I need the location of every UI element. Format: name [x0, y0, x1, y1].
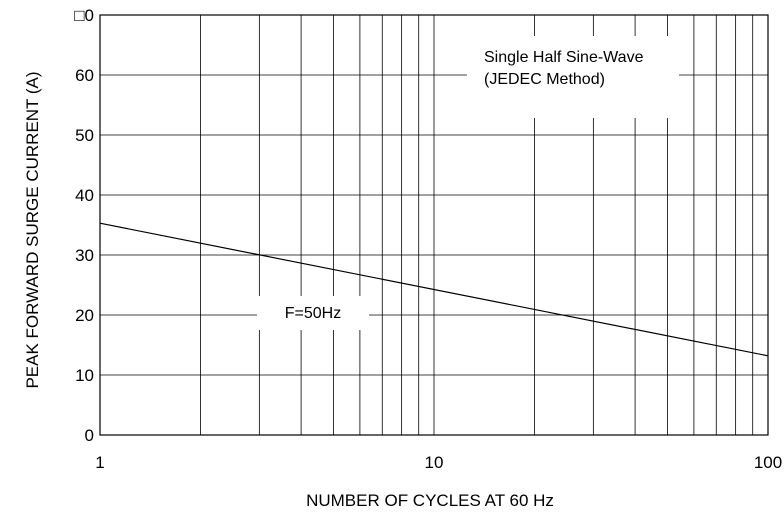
y-axis-title: PEAK FORWARD SURGE CURRENT (A) [23, 71, 42, 388]
x-axis-title: NUMBER OF CYCLES AT 60 Hz [306, 491, 554, 510]
annotation-background [467, 36, 679, 118]
x-tick-label: 10 [425, 453, 444, 472]
y-tick-label: 30 [75, 246, 94, 265]
y-tick-label: 20 [75, 306, 94, 325]
x-tick-label: 100 [754, 453, 782, 472]
y-tick-label: □0 [74, 6, 94, 25]
annotation-method-line1: Single Half Sine-Wave [484, 49, 644, 66]
y-tick-label: 60 [75, 66, 94, 85]
y-tick-label: 10 [75, 366, 94, 385]
y-tick-labels: 0 10 20 30 40 50 60 □0 [74, 6, 94, 445]
plot-frame [99, 14, 769, 436]
x-tick-labels: 1 10 100 [95, 453, 782, 472]
y-tick-label: 0 [85, 426, 94, 445]
y-tick-label: 40 [75, 186, 94, 205]
series-line [99, 222, 769, 357]
annotation-frequency-background [257, 296, 369, 330]
x-tick-label: 1 [95, 453, 104, 472]
y-tick-label: 50 [75, 126, 94, 145]
annotation-method-line2: (JEDEC Method) [484, 71, 605, 88]
annotation-frequency: F=50Hz [285, 305, 341, 322]
series-lines [99, 222, 769, 357]
